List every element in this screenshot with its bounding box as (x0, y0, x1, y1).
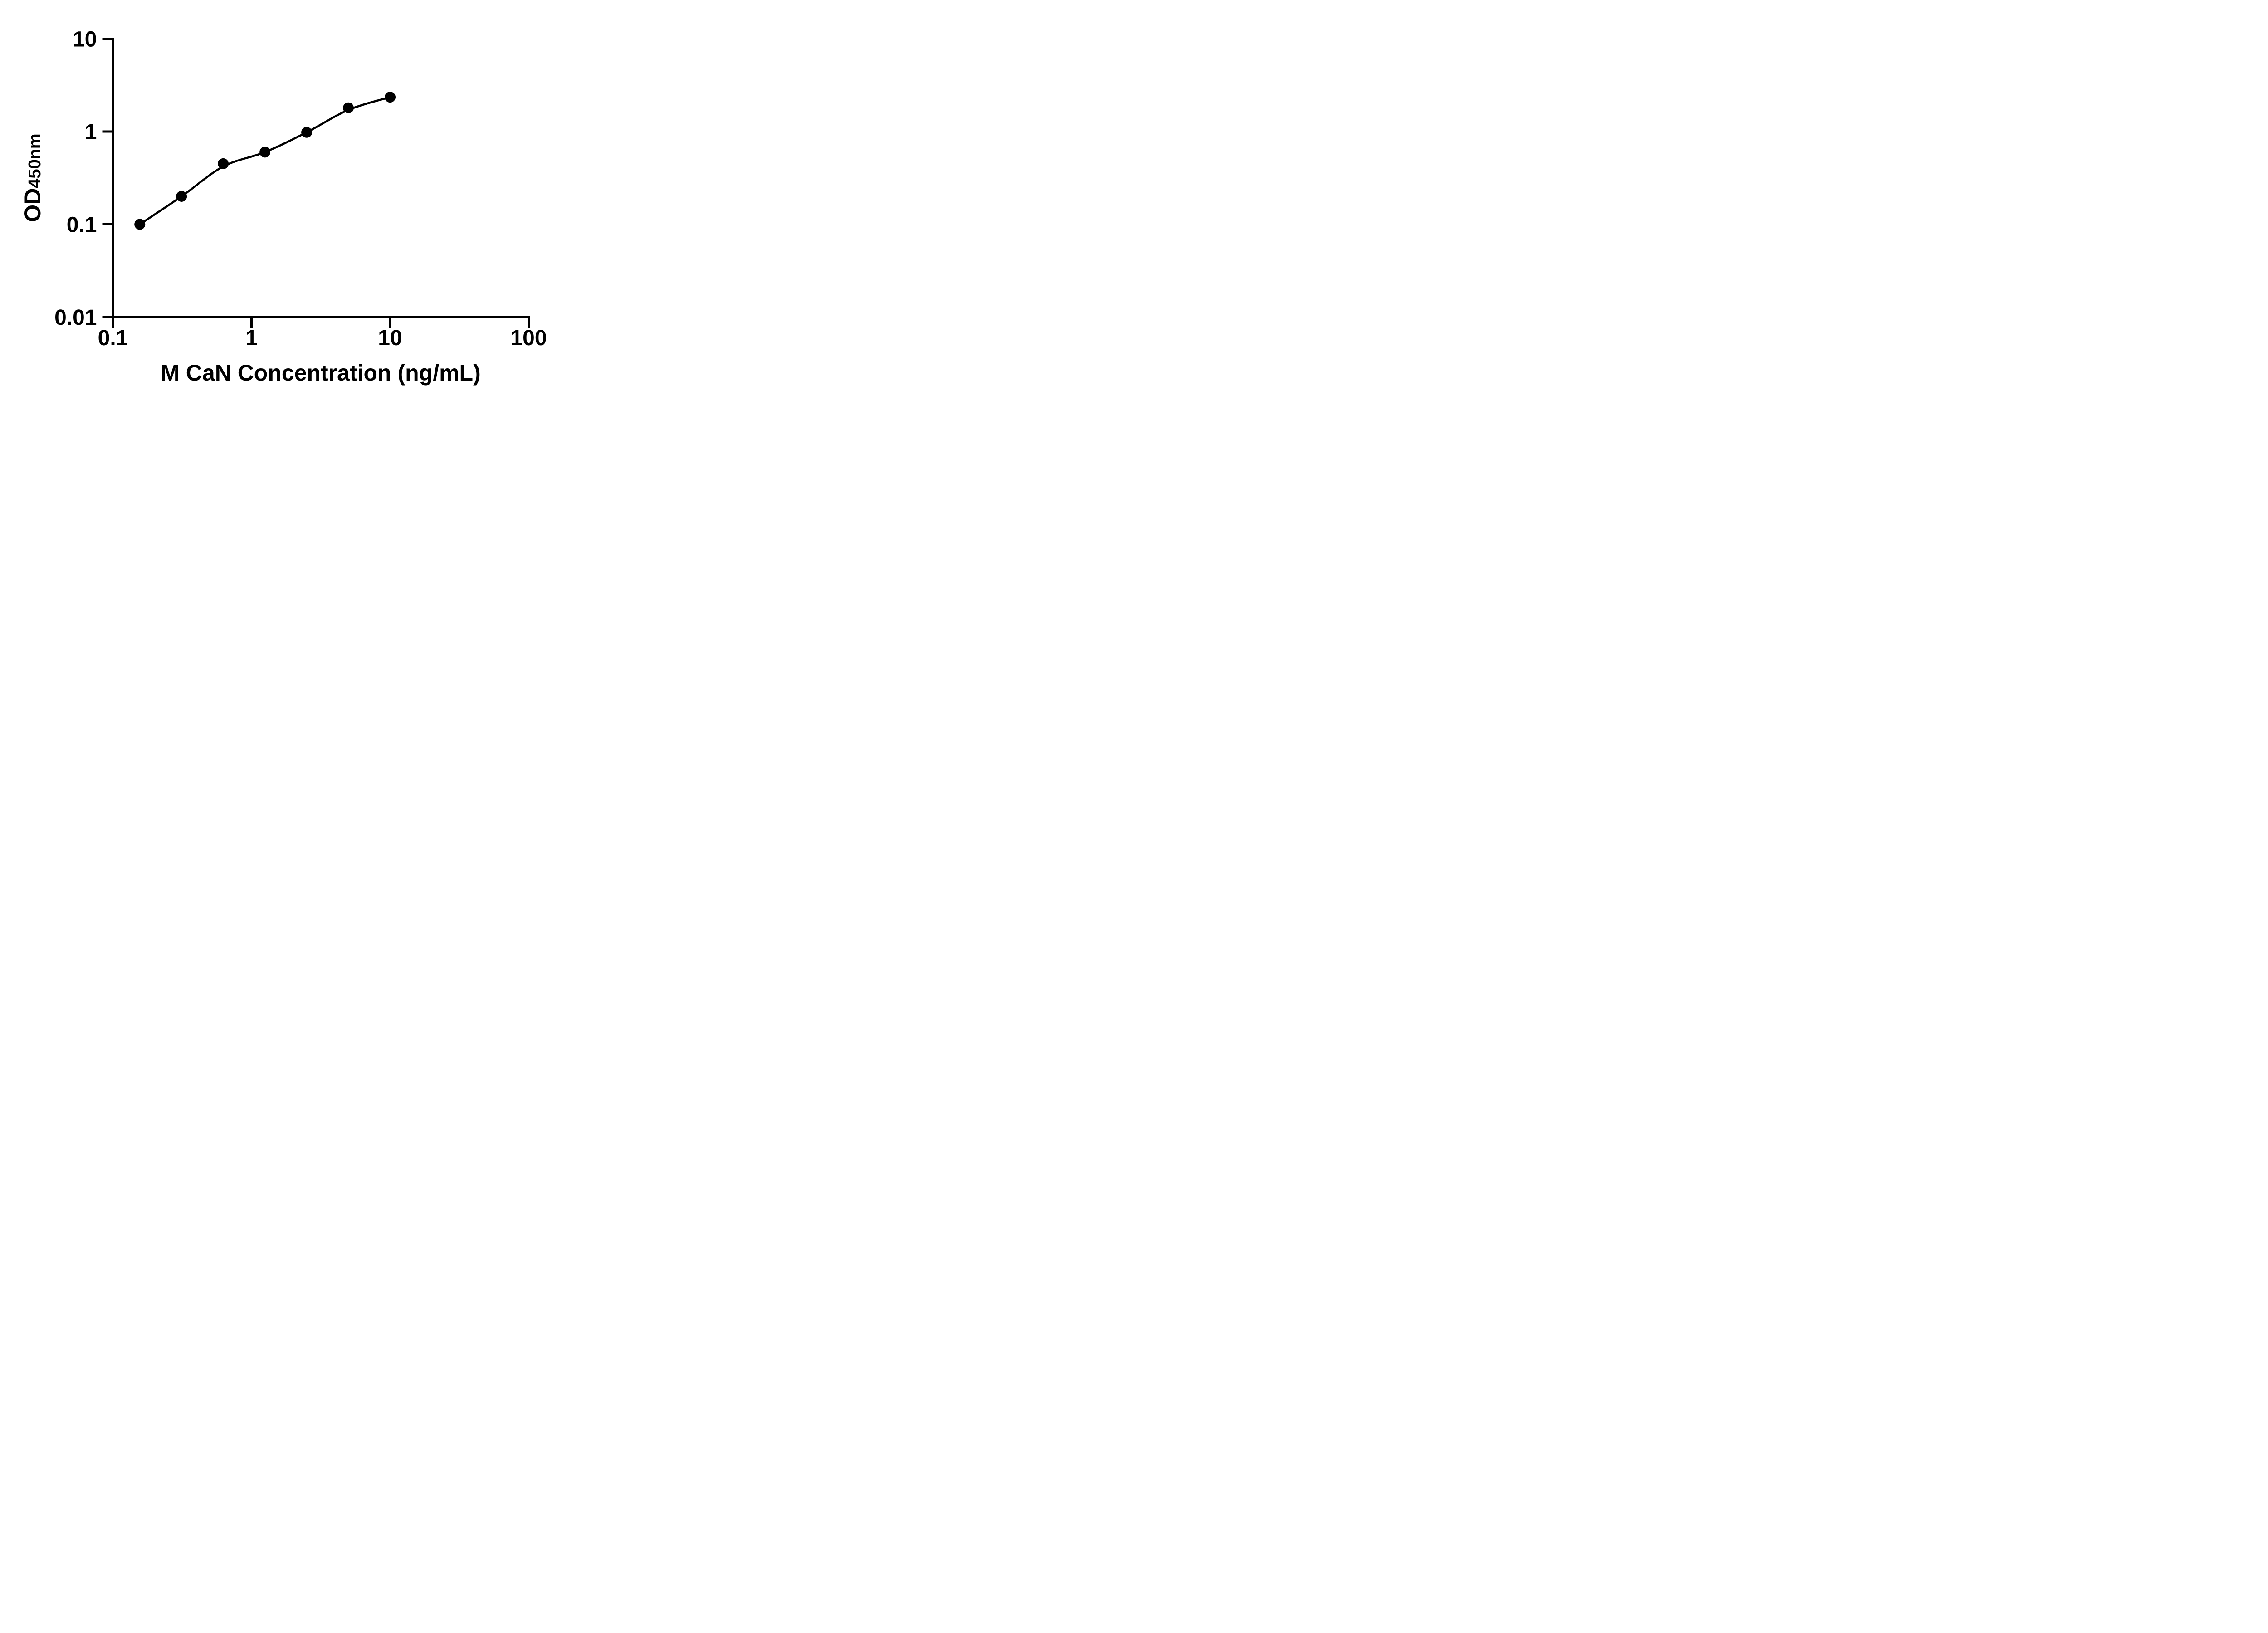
data-point (176, 191, 187, 202)
x-tick-label: 100 (510, 326, 547, 350)
y-tick-label: 0.1 (67, 213, 97, 237)
y-tick-label: 10 (73, 28, 97, 52)
x-tick-label: 0.1 (98, 326, 128, 350)
x-tick-label: 1 (245, 326, 258, 350)
data-point (218, 158, 229, 169)
data-point (385, 92, 396, 103)
fit-curve (138, 96, 391, 225)
y-tick-label: 1 (85, 120, 97, 144)
data-point (259, 147, 271, 158)
data-point (343, 102, 354, 113)
y-tick-label: 0.01 (54, 306, 97, 330)
x-tick-label: 10 (378, 326, 402, 350)
y-axis-title-subscript: 450nm (25, 133, 44, 188)
data-point (134, 219, 146, 230)
data-point (301, 127, 313, 138)
x-axis-title: M CaN Concentration (ng/mL) (161, 360, 481, 386)
elisa-standard-curve-figure: 10 1 0.1 0.01 0.1 1 10 100 OD450nm M CaN Concen… (0, 0, 583, 408)
y-axis-title-main: OD (20, 188, 45, 222)
y-axis-title: OD450nm (20, 133, 45, 222)
